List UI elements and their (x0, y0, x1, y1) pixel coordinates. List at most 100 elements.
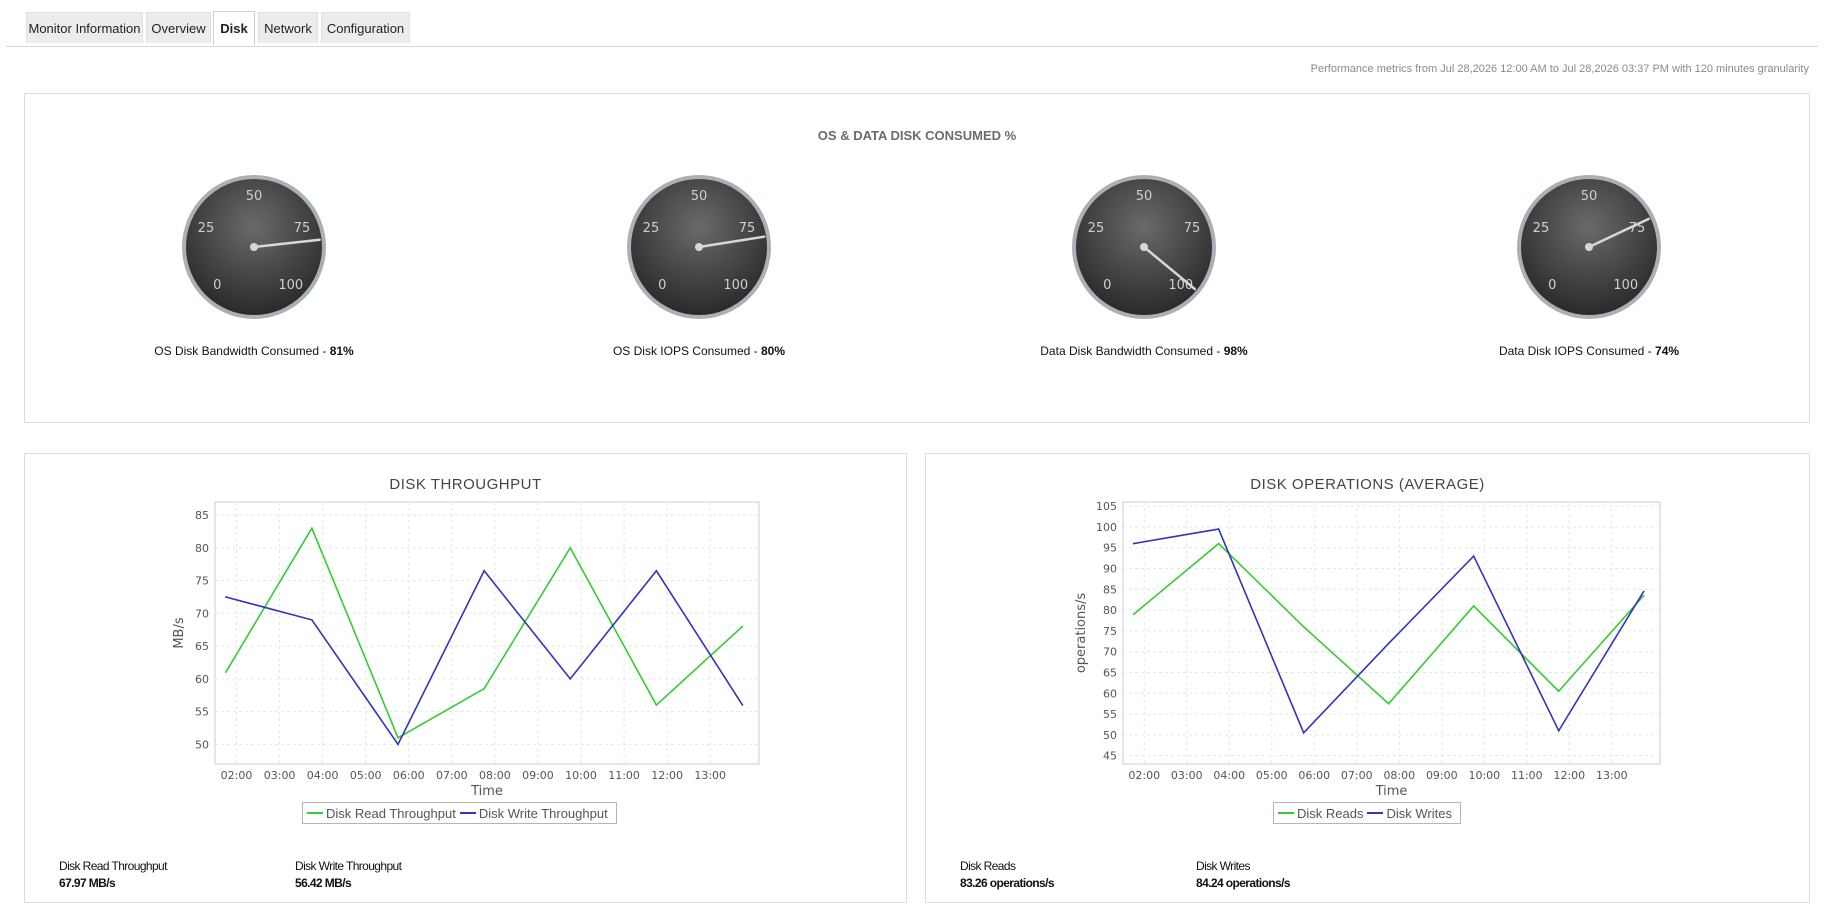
x-tick-label: 02:00 (221, 769, 253, 782)
data-point (311, 619, 313, 621)
tab-disk[interactable]: Disk (213, 11, 255, 46)
data-point (1132, 613, 1135, 616)
disk-reads-stat: Disk Reads 83.26 operations/s (960, 859, 1055, 890)
data-disk-bandwidth-label: Data Disk Bandwidth Consumed - 98% (1040, 344, 1248, 358)
y-tick-label: 65 (195, 640, 209, 653)
data-point (224, 671, 227, 674)
disk-consumed-panel: OS & DATA DISK CONSUMED % 0 25 50 75 100 OS … (24, 93, 1810, 423)
plot-area (214, 501, 760, 765)
x-tick-label: 11:00 (1511, 769, 1543, 782)
x-tick-label: 08:00 (479, 769, 511, 782)
gauge-tick-label: 50 (246, 189, 263, 204)
gauge-tick-label: 25 (1088, 221, 1105, 236)
data-point (1387, 642, 1390, 645)
os-disk-bandwidth-label: OS Disk Bandwidth Consumed - 81% (154, 344, 354, 358)
tab-overview[interactable]: Overview (146, 12, 211, 43)
legend-item-disk-reads[interactable]: Disk Reads (1278, 806, 1363, 821)
y-tick-label: 70 (195, 607, 209, 620)
gauge-pivot (695, 243, 703, 251)
gauge-tick-label: 0 (1103, 278, 1111, 293)
x-tick-label: 08:00 (1383, 769, 1415, 782)
legend-swatch (1278, 812, 1294, 814)
legend-swatch (1367, 812, 1384, 814)
disk-writes-stat: Disk Writes 84.24 operations/s (1196, 859, 1291, 890)
gauge-tick-label: 100 (723, 278, 748, 293)
data-point (1472, 555, 1475, 557)
gauge-tick-label: 50 (691, 189, 708, 204)
gauge-tick-label: 25 (198, 221, 215, 236)
stat-label: Disk Read Throughput (59, 859, 167, 873)
data-point (569, 678, 572, 680)
y-tick-label: 105 (1096, 500, 1117, 513)
gauge-tick-label: 75 (1629, 221, 1646, 236)
data-point (1557, 690, 1560, 693)
read-throughput-stat: Disk Read Throughput 67.97 MB/s (59, 859, 167, 890)
tab-network[interactable]: Network (258, 12, 318, 43)
gauge-needle (1587, 217, 1650, 249)
x-tick-label: 02:00 (1128, 769, 1160, 782)
data-disk-bandwidth-gauge: 0 25 50 75 100 (1064, 173, 1224, 323)
gauge-tick-label: 75 (294, 221, 311, 236)
x-tick-label: 04:00 (307, 769, 339, 782)
data-point (1642, 594, 1645, 597)
gauge-tick-label: 25 (1533, 221, 1550, 236)
x-tick-label: 03:00 (264, 769, 296, 782)
stat-value: 83.26 operations/s (960, 876, 1055, 890)
y-tick-label: 55 (1103, 708, 1117, 721)
throughput-chart: 50 55 60 65 70 75 80 85 02:00 03:00 04:00 05:00 06:0… (172, 501, 760, 799)
x-tick-label: 13:00 (1596, 769, 1628, 782)
legend-item-read-throughput[interactable]: Disk Read Throughput (307, 806, 456, 821)
plot-area (1122, 501, 1661, 765)
y-tick-label: 60 (1103, 687, 1117, 700)
x-tick-label: 11:00 (608, 769, 640, 782)
data-point (1132, 542, 1135, 545)
x-tick-label: 07:00 (436, 769, 468, 782)
legend-label: Disk Writes (1386, 805, 1452, 821)
stat-label: Disk Write Throughput (295, 859, 402, 873)
gauge-tick-label: 75 (739, 221, 756, 236)
y-tick-label: 90 (1103, 563, 1117, 576)
y-tick-label: 75 (195, 575, 209, 588)
y-tick-label: 85 (195, 509, 209, 522)
y-tick-label: 45 (1103, 750, 1117, 763)
data-point (741, 704, 744, 706)
operations-legend: Disk Reads Disk Writes (1273, 802, 1461, 824)
disk-throughput-panel: DISK THROUGHPUT 50 55 60 65 70 75 80 85 02:00 03:… (24, 453, 907, 903)
throughput-legend: Disk Read Throughput Disk Write Throughp… (302, 802, 617, 824)
legend-swatch (459, 812, 476, 814)
data-disk-iops-gauge: 0 25 50 75 100 (1509, 173, 1669, 323)
data-point (1472, 605, 1475, 607)
x-tick-label: 10:00 (1468, 769, 1500, 782)
stat-label: Disk Writes (1196, 859, 1250, 873)
data-point (569, 547, 572, 549)
operations-chart-title: DISK OPERATIONS (AVERAGE) (1250, 476, 1485, 493)
y-tick-label: 65 (1103, 667, 1117, 680)
x-tick-label: 05:00 (350, 769, 382, 782)
x-tick-label: 06:00 (1298, 769, 1330, 782)
y-axis-label: MB/s (172, 617, 187, 649)
y-tick-label: 75 (1103, 625, 1117, 638)
x-tick-label: 03:00 (1171, 769, 1203, 782)
gauge-tick-label: 0 (213, 278, 221, 293)
stat-value: 84.24 operations/s (1196, 876, 1291, 890)
data-point (483, 687, 485, 690)
gauge-needle (252, 238, 321, 249)
x-tick-label: 12:00 (1553, 769, 1585, 782)
legend-label: Disk Write Throughput (478, 805, 608, 821)
gauge-tick-label: 100 (1613, 278, 1638, 293)
data-point (483, 569, 485, 572)
gauge-tick-label: 50 (1136, 189, 1153, 204)
tab-monitor-information[interactable]: Monitor Information (26, 12, 143, 43)
x-axis-label: Time (470, 784, 503, 799)
data-point (741, 625, 744, 628)
x-tick-label: 04:00 (1213, 769, 1245, 782)
legend-item-write-throughput[interactable]: Disk Write Throughput (459, 805, 608, 821)
tab-configuration[interactable]: Configuration (321, 12, 410, 43)
gauge-tick-label: 50 (1581, 189, 1598, 204)
y-tick-label: 50 (195, 738, 209, 751)
disk-operations-panel: DISK OPERATIONS (AVERAGE) 45 50 55 60 65 70 75… (925, 453, 1810, 903)
stat-label: Disk Reads (960, 859, 1016, 873)
legend-item-disk-writes[interactable]: Disk Writes (1367, 805, 1452, 821)
x-tick-label: 05:00 (1256, 769, 1288, 782)
gauge-tick-label: 0 (1548, 278, 1556, 293)
